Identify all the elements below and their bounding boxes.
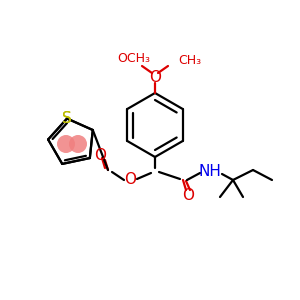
Text: O: O [94,148,106,163]
Circle shape [69,135,87,153]
Text: S: S [62,111,72,126]
Text: O: O [149,70,161,86]
Text: CH₃: CH₃ [178,55,201,68]
Circle shape [57,135,75,153]
Text: O: O [124,172,136,188]
Text: OCH₃: OCH₃ [118,52,151,65]
Text: NH: NH [199,164,221,179]
Text: O: O [182,188,194,203]
Text: S: S [62,111,72,126]
